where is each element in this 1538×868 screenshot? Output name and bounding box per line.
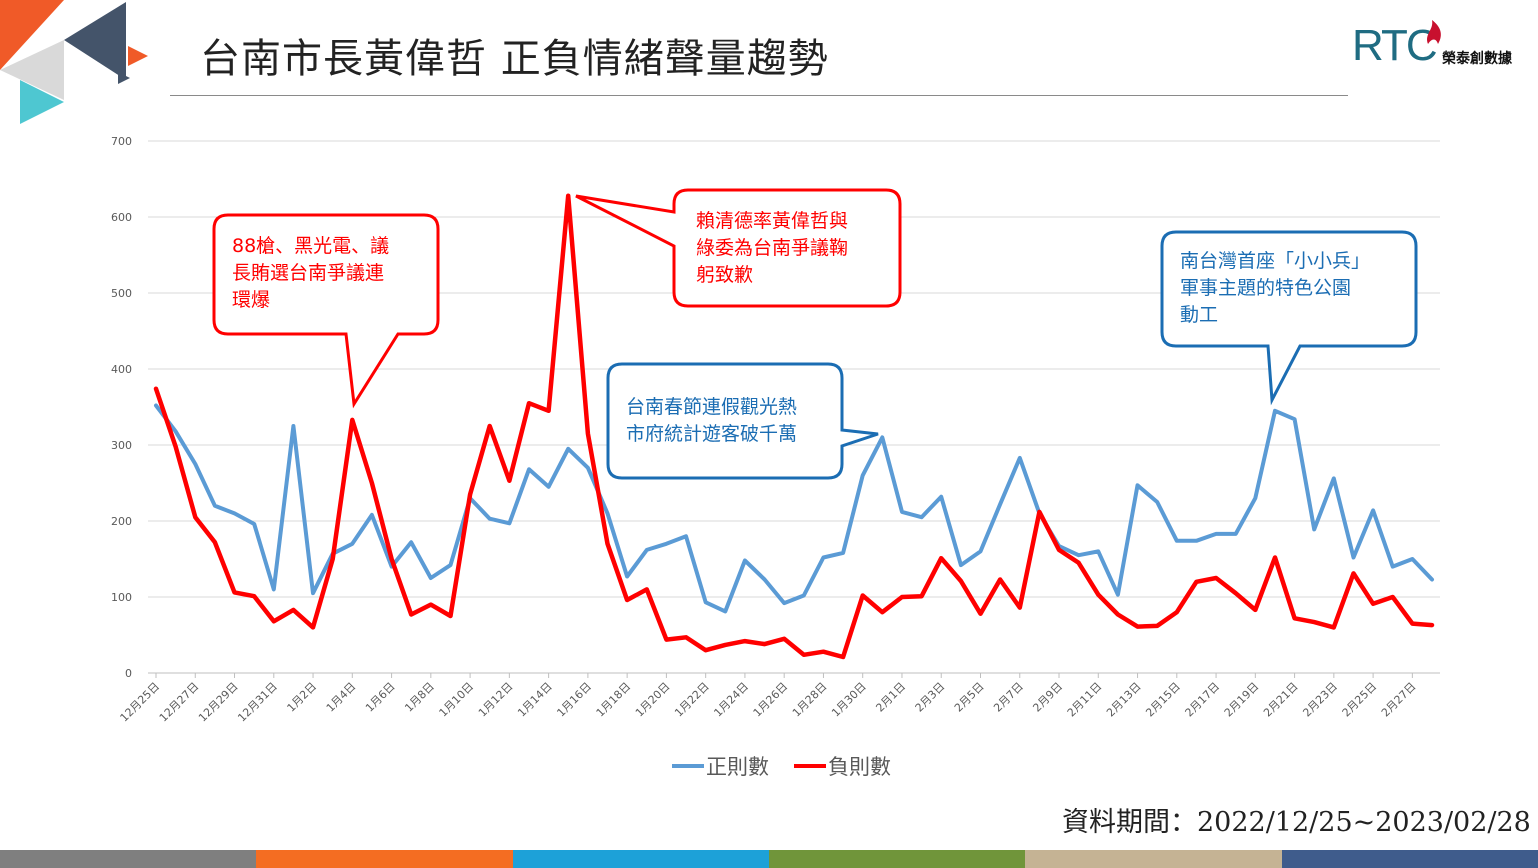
x-tick-label: 2月19日 [1222, 680, 1262, 720]
x-tick-label: 1月18日 [594, 680, 634, 720]
corner-grey-triangle [0, 40, 64, 100]
callout-text-tourism: 台南春節連假觀光熱 市府統計遊客破千萬 [626, 396, 798, 445]
y-axis-tick-labels: 0 100 200 300 400 500 600 700 [111, 135, 132, 680]
y-tick-label: 400 [111, 363, 132, 376]
legend-label: 負則數 [828, 755, 891, 779]
callout-text-controversy: 88槍、黑光電、議 長賄選台南爭議連 環爆 [232, 235, 390, 311]
y-tick-label: 0 [125, 667, 132, 680]
callout-text-apology: 賴清德率黃偉哲與 綠委為台南爭議鞠 躬致歉 [696, 210, 849, 286]
x-tick-label: 1月24日 [711, 680, 751, 720]
x-tick-label: 1月14日 [515, 680, 555, 720]
y-tick-label: 500 [111, 287, 132, 300]
corner-decoration [0, 0, 148, 124]
footer-color-bar [0, 850, 1538, 868]
x-tick-label: 1月10日 [437, 680, 477, 720]
y-tick-label: 200 [111, 515, 132, 528]
x-tick-label: 1月6日 [363, 680, 398, 715]
x-tick-label: 2月25日 [1340, 680, 1380, 720]
logo-rtc-text: RTC [1352, 21, 1438, 70]
footer-segment-blue [512, 850, 769, 868]
callout-text-minion-park: 南台灣首座「小小兵」 軍事主題的特色公園 動工 [1180, 250, 1371, 326]
x-tick-label: 2月27日 [1379, 680, 1419, 720]
footer-segment-tan [1025, 850, 1282, 868]
x-tick-label: 2月7日 [991, 680, 1026, 715]
x-tick-label: 1月4日 [324, 680, 359, 715]
x-tick-label: 1月16日 [554, 680, 594, 720]
corner-navy-triangle [64, 2, 126, 80]
corner-orange-triangle [0, 0, 64, 70]
footer-segment-green [768, 850, 1026, 868]
positive-series-line [154, 403, 1434, 614]
x-tick-label: 1月30日 [829, 680, 869, 720]
footer-segment-navy [1281, 850, 1538, 868]
page-title: 台南市長黃偉哲 正負情緒聲量趨勢 [200, 36, 829, 82]
footer-segment-grey [0, 850, 257, 868]
x-tick-label: 1月26日 [751, 680, 791, 720]
legend-label: 正則數 [706, 755, 769, 779]
brand-logo: RTC 榮泰創數據 [1352, 18, 1532, 78]
x-tick-label: 2月1日 [873, 680, 908, 715]
x-tick-label: 1月12日 [476, 680, 516, 720]
x-tick-label: 2月3日 [913, 680, 948, 715]
footer-segment-orange [256, 850, 513, 868]
x-tick-label: 1月8日 [402, 680, 437, 715]
x-tick-label: 1月2日 [285, 680, 320, 715]
x-tick-label: 2月5日 [952, 680, 987, 715]
logo-flame-icon [1427, 20, 1441, 44]
chart-legend: 正則數 負則數 [672, 755, 891, 779]
x-tick-label: 2月9日 [1030, 680, 1065, 715]
x-tick-label: 12月31日 [235, 680, 280, 725]
data-period-note: 資料期間：2022/12/25~2023/02/28 [1062, 807, 1531, 838]
corner-cyan-triangle [20, 80, 64, 124]
y-tick-label: 100 [111, 591, 132, 604]
chart-series [153, 193, 1435, 660]
x-tick-label: 12月25日 [118, 680, 163, 725]
corner-small-orange-triangle [128, 46, 148, 66]
y-tick-label: 300 [111, 439, 132, 452]
x-tick-label: 2月21日 [1261, 680, 1301, 720]
x-tick-label: 12月27日 [157, 680, 202, 725]
x-tick-label: 1月28日 [790, 680, 830, 720]
x-tick-label: 2月17日 [1183, 680, 1223, 720]
x-tick-label: 2月15日 [1143, 680, 1183, 720]
y-tick-label: 700 [111, 135, 132, 148]
x-tick-label: 1月20日 [633, 680, 673, 720]
x-tick-label: 12月29日 [196, 680, 241, 725]
logo-company-name: 榮泰創數據 [1442, 51, 1512, 67]
x-tick-label: 2月13日 [1104, 680, 1144, 720]
title-divider [170, 95, 1348, 96]
x-tick-label: 1月22日 [672, 680, 712, 720]
x-tick-label: 2月23日 [1300, 680, 1340, 720]
x-tick-label: 2月11日 [1065, 680, 1105, 720]
negative-series-line [153, 193, 1435, 660]
y-tick-label: 600 [111, 211, 132, 224]
corner-small-navy-triangle [118, 72, 130, 84]
